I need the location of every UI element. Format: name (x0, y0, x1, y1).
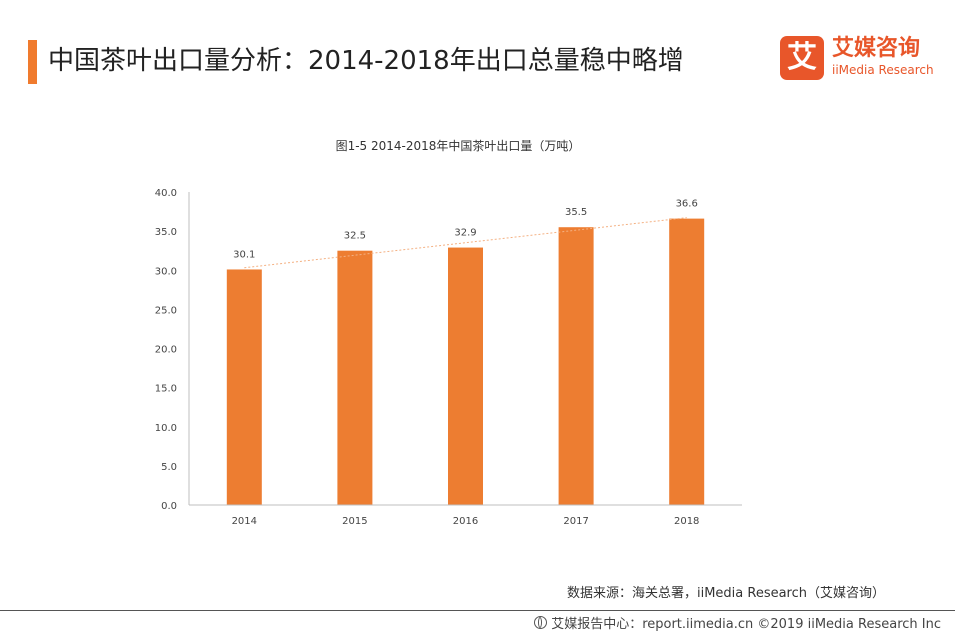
iimedia-logo: 艾 艾媒咨询 iiMedia Research (780, 36, 940, 80)
globe-icon (534, 616, 548, 629)
y-tick-label: 0.0 (161, 501, 177, 512)
chart-title: 图1-5 2014-2018年中国茶叶出口量（万吨） (336, 138, 581, 153)
bar-2018 (669, 218, 705, 506)
y-tick-label: 40.0 (155, 188, 177, 199)
x-tick-label: 2015 (342, 516, 367, 527)
data-label: 30.1 (233, 249, 255, 260)
data-label: 36.6 (676, 199, 698, 210)
y-tick-label: 30.0 (155, 266, 177, 277)
footer: 艾媒报告中心：report.iimedia.cn ©2019 iiMedia R… (534, 613, 941, 632)
y-axis-ticks: 0.0 5.0 10.0 15.0 20.0 25.0 30.0 35.0 40.0 (155, 188, 177, 512)
title-accent-bar (28, 40, 37, 84)
logo-name-en: iiMedia Research (832, 63, 934, 77)
page-title: 中国茶叶出口量分析：2014-2018年出口总量稳中略增 (48, 46, 684, 76)
y-tick-label: 10.0 (155, 423, 177, 434)
bar-2017 (558, 227, 594, 505)
bars (226, 218, 705, 506)
x-tick-label: 2018 (674, 516, 699, 527)
bar-2016 (448, 247, 483, 505)
x-tick-label: 2014 (232, 516, 257, 527)
x-tick-label: 2017 (563, 516, 588, 527)
logo-mark-icon: 艾 (780, 36, 824, 80)
x-axis-ticks: 2014 2015 2016 2017 2018 (232, 516, 700, 527)
data-label: 32.9 (454, 228, 476, 239)
y-tick-label: 25.0 (155, 305, 177, 316)
logo-name-cn: 艾媒咨询 (832, 36, 921, 61)
data-labels: 30.1 32.5 32.9 35.5 36.6 (233, 199, 698, 261)
bar-2014 (226, 269, 262, 505)
bar-2015 (337, 250, 373, 505)
data-source: 数据来源：海关总署，iiMedia Research（艾媒咨询） (566, 586, 885, 601)
data-label: 32.5 (344, 231, 366, 242)
footer-divider (0, 610, 955, 611)
y-tick-label: 15.0 (155, 384, 177, 395)
x-tick-label: 2016 (453, 516, 478, 527)
y-tick-label: 20.0 (155, 345, 177, 356)
y-tick-label: 5.0 (161, 462, 177, 473)
data-label: 35.5 (565, 207, 587, 218)
y-tick-label: 35.0 (155, 227, 177, 238)
footer-text: 艾媒报告中心：report.iimedia.cn ©2019 iiMedia R… (551, 617, 941, 632)
